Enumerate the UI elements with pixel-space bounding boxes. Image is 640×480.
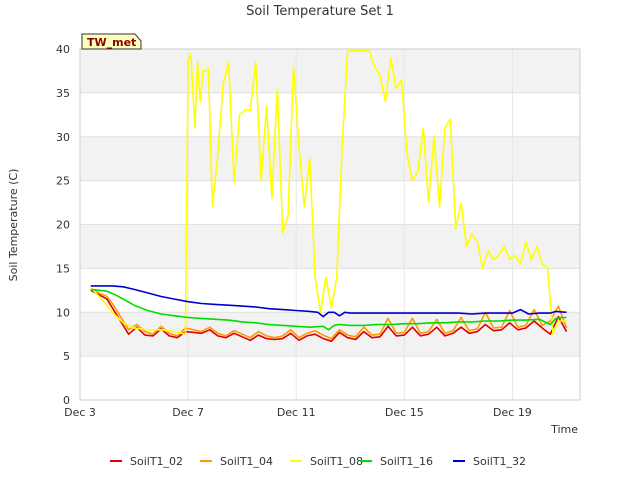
x-tick-label: Dec 19 [493, 406, 532, 419]
x-tick-label: Dec 7 [172, 406, 204, 419]
y-tick-label: 0 [63, 394, 70, 407]
x-axis: Dec 3 Dec 7 Dec 11 Dec 15 Dec 19 [64, 406, 532, 419]
y-axis: 0 5 10 15 20 25 30 35 40 [56, 43, 70, 407]
legend-entry-label: SoilT1_02 [130, 455, 183, 468]
grid-band [80, 136, 580, 181]
tw-met-badge: TW_met [81, 33, 142, 50]
badge-label: TW_met [87, 36, 136, 49]
grid-band [80, 224, 580, 269]
legend-entry-label: SoilT1_04 [220, 455, 273, 468]
y-tick-label: 30 [56, 131, 70, 144]
legend: SoilT1_02 SoilT1_04 SoilT1_08 SoilT1_16 Soil… [110, 455, 526, 468]
series-line-SoilT1_08 [90, 49, 567, 336]
y-tick-label: 20 [56, 219, 70, 232]
x-tick-label: Dec 11 [277, 406, 316, 419]
grid-band [80, 49, 580, 93]
series-line-SoilT1_02 [90, 289, 568, 343]
y-axis-label: Soil Temperature (C) [7, 169, 20, 282]
y-tick-label: 25 [56, 175, 70, 188]
grid-bands [80, 49, 580, 357]
y-tick-label: 35 [56, 87, 70, 100]
legend-entry-label: SoilT1_32 [473, 455, 526, 468]
legend-entry-label: SoilT1_16 [380, 455, 433, 468]
grid-band [80, 312, 580, 357]
plot-frame [79, 48, 581, 401]
y-tick-label: 15 [56, 262, 70, 275]
series-lines [90, 49, 568, 343]
x-tick-label: Dec 15 [385, 406, 424, 419]
legend-entry-label: SoilT1_08 [310, 455, 363, 468]
y-tick-label: 10 [56, 306, 70, 319]
series-line-SoilT1_32 [90, 285, 567, 318]
x-tick-label: Dec 3 [64, 406, 96, 419]
y-tick-label: 40 [56, 43, 70, 56]
chart-title: Soil Temperature Set 1 [246, 4, 394, 19]
y-tick-label: 5 [63, 350, 70, 363]
x-axis-label: Time [550, 423, 578, 436]
series-line-SoilT1_16 [90, 288, 567, 331]
series-line-SoilT1_04 [90, 288, 568, 340]
